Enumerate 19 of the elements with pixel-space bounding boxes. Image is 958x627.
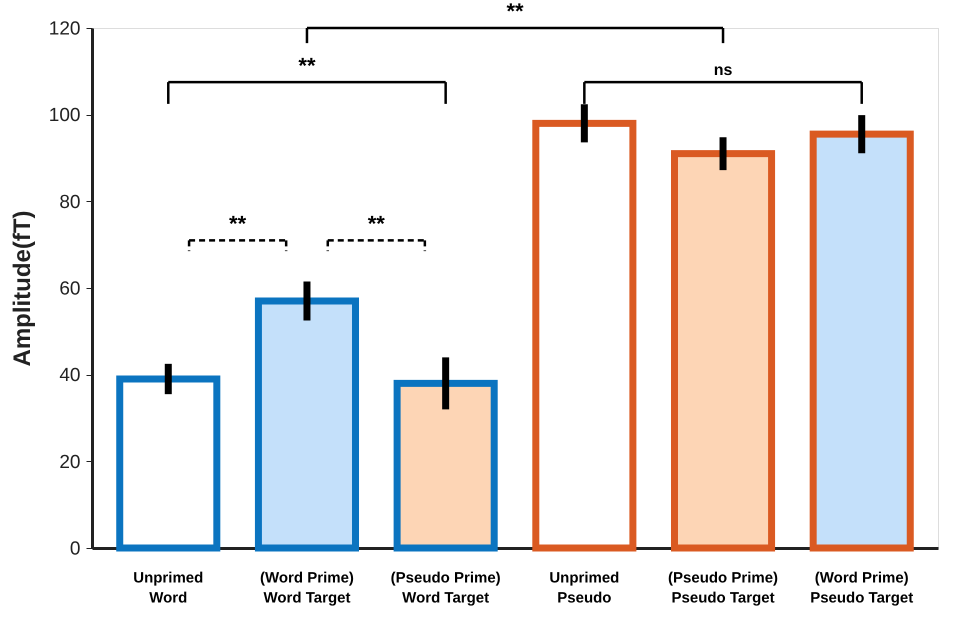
annotation: ** — [298, 52, 316, 78]
x-tick-label: (Pseudo Prime) Pseudo Target — [668, 570, 778, 606]
x-tick-label: Unprimed Word — [133, 570, 204, 606]
y-tick-label: 20 — [59, 452, 80, 473]
y-tick-label: 0 — [70, 538, 80, 560]
x-tick-label: Unprimed Pseudo — [549, 570, 620, 606]
y-tick-label: 80 — [59, 192, 80, 213]
x-tick-label: (Pseudo Prime) Word Target — [390, 570, 501, 606]
x-tick-label: (Word Prime) Word Target — [260, 570, 354, 606]
y-axis-title: Amplitude(fT) — [8, 210, 36, 366]
x-tick-label: (Word Prime) Pseudo Target — [810, 570, 914, 606]
y-tick-label: 100 — [48, 105, 80, 126]
y-tick-label: 120 — [48, 18, 80, 40]
y-tick-label: 60 — [59, 278, 80, 300]
annotation: ** — [229, 211, 247, 236]
y-tick-label: 40 — [59, 365, 80, 386]
annotation: ** — [368, 211, 386, 236]
annotation: ns — [714, 62, 732, 79]
text: ** — [506, 0, 524, 24]
